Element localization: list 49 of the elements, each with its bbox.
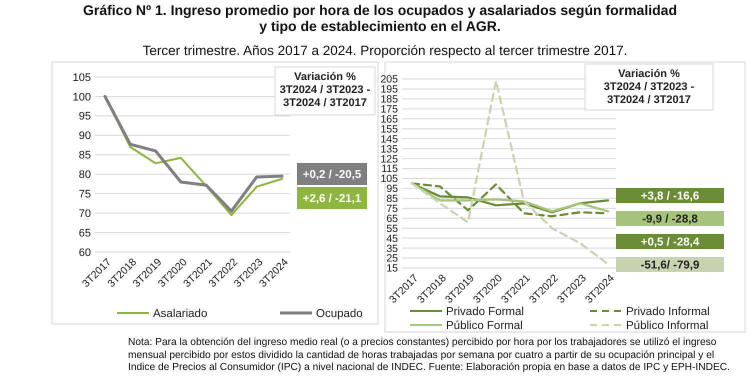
y-tick-label: 70 — [78, 208, 91, 220]
y-tick-label: 15 — [386, 262, 398, 275]
y-tick-label: 105 — [72, 72, 91, 84]
text: +0,2 / -20,5 — [302, 169, 362, 182]
y-tick-label: 95 — [78, 110, 91, 123]
y-tick-label: 165 — [380, 113, 398, 126]
y-tick-label: 65 — [78, 227, 91, 240]
y-tick-label: 85 — [386, 193, 398, 206]
legend-label: Público Informal — [626, 320, 708, 332]
y-tick-label: 85 — [78, 150, 91, 162]
y-tick-label: 65 — [386, 212, 398, 225]
y-tick-label: 135 — [380, 143, 398, 156]
legend-label: Asalariado — [153, 308, 208, 320]
y-tick-label: 105 — [380, 173, 398, 186]
text: Nota: Para la obtención del ingreso medio real (o a precios constantes) percibido por hora por los trabajadores se utilizó el ingreso mensual percibido por estos dividido la cantidad de horas trabajadas por semana por cuatro a partir de su ocupación principal y el Indice de Precios al Consumidor (IPC) a nivel nacional de INDEC. Fuente: Elaboración propia en base a datos de IPC y EPH-INDEC. — [128, 337, 731, 374]
text: +0,5 / -28,4 — [640, 236, 700, 249]
y-tick-label: 115 — [381, 163, 398, 176]
note-box: Variación % 3T2024 / 3T2023 - 3T2024 / 3T2017 — [274, 66, 376, 116]
y-tick-label: 25 — [386, 252, 398, 265]
annotation: Variación % 3T2024 / 3T2023 - 3T2024 / 3T2017 — [604, 68, 695, 106]
legend-label: Público Formal — [446, 320, 523, 332]
y-tick-label: 100 — [72, 91, 91, 104]
text: -51,6/ -79,9 — [640, 260, 700, 272]
y-tick-label: 75 — [78, 188, 91, 201]
annotation: Variación % 3T2024 / 3T2023 - 3T2024 / 3T2017 — [280, 71, 371, 109]
y-tick-label: 175 — [380, 104, 398, 116]
y-tick-label: 60 — [78, 246, 91, 259]
y-tick-label: 125 — [380, 153, 398, 166]
y-tick-label: 55 — [386, 222, 398, 235]
legend-label: Privado Informal — [626, 306, 710, 318]
text: Gráfico Nº 1. Ingreso promedio por hora de los ocupados y asalariados según formalidad y tipo de establecimiento en el AGR. — [82, 2, 678, 34]
y-tick-label: 195 — [380, 84, 398, 96]
text: +2,6 / -21,1 — [302, 193, 362, 206]
y-tick-label: 145 — [380, 133, 398, 146]
y-tick-label: 155 — [380, 123, 398, 136]
note-box: Variación % 3T2024 / 3T2023 - 3T2024 / 3T2017 — [584, 64, 714, 110]
text: +3,8 / -16,6 — [640, 190, 700, 203]
y-tick-label: 95 — [386, 183, 398, 196]
y-tick-label: 35 — [386, 242, 398, 255]
text: -9,9 / -28,8 — [642, 214, 698, 226]
y-tick-label: 80 — [78, 169, 91, 182]
y-tick-label: 185 — [380, 94, 398, 106]
y-tick-label: 45 — [386, 232, 398, 245]
text: Tercer trimestre. Años 2017 a 2024. Proporción respecto al tercer trimestre 2017. — [142, 43, 628, 58]
legend-label: Ocupado — [316, 308, 363, 320]
y-tick-label: 205 — [380, 74, 398, 86]
y-tick-label: 75 — [386, 202, 398, 215]
legend-label: Privado Formal — [446, 306, 524, 318]
y-tick-label: 90 — [78, 130, 91, 142]
